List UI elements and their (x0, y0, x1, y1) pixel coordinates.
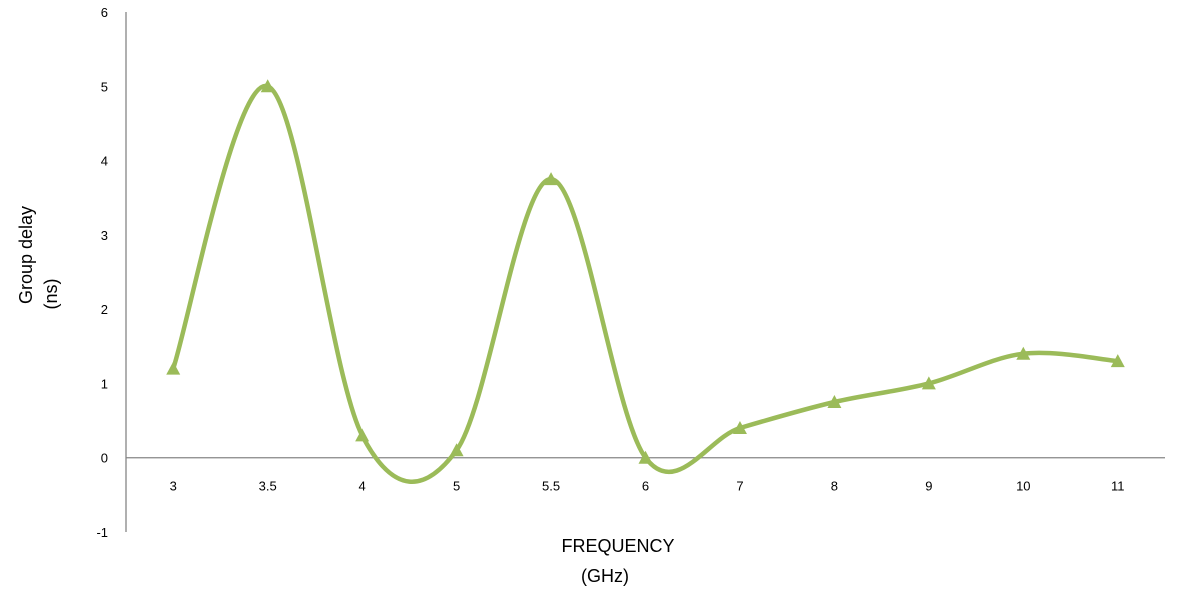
x-tick-label: 10 (1016, 479, 1030, 494)
x-axis-title-line-2: (GHz) (581, 566, 629, 586)
data-point-marker (1016, 346, 1031, 360)
y-axis-title-line-2: (ns) (41, 279, 61, 310)
x-tick-label: 11 (1111, 479, 1125, 494)
x-tick-label: 9 (925, 479, 932, 494)
x-tick-label: 4 (359, 479, 366, 494)
data-point-marker (921, 376, 936, 390)
y-axis-title-line-1: Group delay (16, 206, 36, 304)
y-tick-label: 1 (101, 376, 108, 391)
x-tick-label: 5 (453, 479, 460, 494)
y-tick-label: 6 (101, 5, 108, 20)
x-axis: 3 3.5 4 5 5.5 6 7 8 9 10 11 (126, 457, 1165, 494)
y-tick-label: 0 (101, 451, 108, 466)
data-point-marker (638, 450, 653, 464)
series-markers (166, 79, 1125, 464)
y-tick-label: -1 (96, 525, 108, 540)
x-tick-label: 7 (736, 479, 743, 494)
y-tick-label: 2 (101, 302, 108, 317)
data-point-marker (166, 361, 181, 375)
x-axis-title-line-1: FREQUENCY (561, 536, 674, 556)
data-point-marker (355, 428, 370, 442)
data-point-marker (732, 421, 747, 434)
series-line (170, 84, 1121, 484)
y-tick-labels: -1 0 1 2 3 4 5 6 (96, 5, 108, 540)
y-tick-label: 4 (101, 154, 108, 169)
data-point-marker (544, 172, 559, 186)
data-point-marker (260, 79, 275, 93)
x-tick-label: 6 (642, 479, 649, 494)
x-tick-label: 3.5 (259, 479, 277, 494)
data-point-marker (449, 443, 464, 457)
data-point-marker (827, 395, 842, 408)
x-tick-label: 3 (170, 479, 177, 494)
x-tick-label: 5.5 (542, 479, 560, 494)
x-tick-labels: 3 3.5 4 5 5.5 6 7 8 9 10 11 (170, 479, 1125, 494)
data-point-marker (1110, 354, 1125, 368)
x-tick-label: 8 (831, 479, 838, 494)
y-tick-label: 5 (101, 79, 108, 94)
y-axis: -1 0 1 2 3 4 5 6 (96, 5, 127, 540)
y-tick-label: 3 (101, 228, 108, 243)
